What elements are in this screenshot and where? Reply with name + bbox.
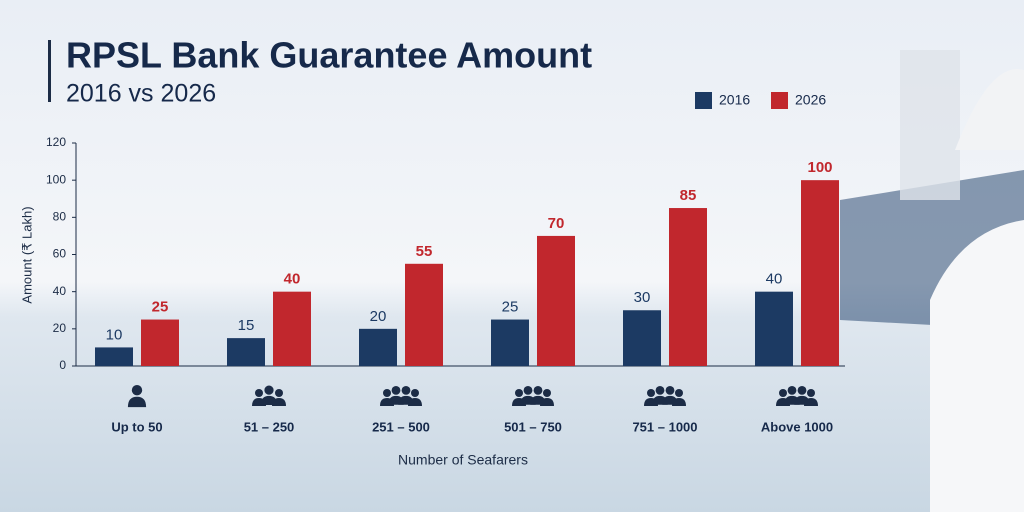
value-label: 20 <box>370 308 387 325</box>
person-icon-head <box>383 389 391 397</box>
person-icon-head <box>665 386 675 395</box>
person-icon-head <box>807 389 815 397</box>
person-icon-head <box>543 389 551 397</box>
officer <box>930 220 1024 512</box>
person-icon-head <box>275 389 283 397</box>
value-label: 25 <box>502 299 519 316</box>
value-label: 40 <box>766 271 783 288</box>
person-icon-head <box>787 386 797 395</box>
person-icon-head <box>533 386 543 395</box>
person-icon-head <box>255 389 263 397</box>
person-icon-body <box>408 398 422 406</box>
y-tick-label: 120 <box>46 135 66 149</box>
legend-swatch <box>771 92 788 109</box>
y-tick-label: 60 <box>53 247 67 261</box>
legend-label: 2016 <box>719 92 750 108</box>
bar <box>95 347 133 366</box>
person-icon-head <box>797 386 807 395</box>
value-label: 85 <box>680 187 697 204</box>
chart-subtitle: 2016 vs 2026 <box>66 80 216 108</box>
bar <box>359 328 397 366</box>
title-bar <box>48 40 51 102</box>
value-label: 100 <box>807 159 832 176</box>
x-tick-label: 51 – 250 <box>244 419 295 434</box>
y-axis-label: Amount (₹ Lakh) <box>19 206 34 303</box>
legend-swatch <box>695 92 712 109</box>
x-tick-label: 251 – 500 <box>372 419 430 434</box>
value-label: 15 <box>238 317 255 334</box>
person-icon-head <box>391 386 401 395</box>
bar <box>801 180 839 366</box>
y-tick-label: 40 <box>53 284 67 298</box>
legend-label: 2026 <box>795 92 826 108</box>
person-icon-head <box>655 386 665 395</box>
person-icon-head <box>647 389 655 397</box>
person-icon-head <box>264 385 274 395</box>
bar <box>273 291 311 366</box>
person-icon-head <box>675 389 683 397</box>
person-icon-body <box>804 398 818 406</box>
bar <box>141 319 179 366</box>
person-icon-body <box>672 398 686 406</box>
person-icon-head <box>131 385 143 396</box>
person-icon-head <box>411 389 419 397</box>
x-tick-label: Above 1000 <box>761 419 833 434</box>
person-icon-body <box>540 398 554 406</box>
x-tick-label: 501 – 750 <box>504 419 562 434</box>
value-label: 10 <box>106 326 123 343</box>
person-icon-head <box>401 386 411 395</box>
bar <box>227 338 265 366</box>
value-label: 70 <box>548 215 565 232</box>
bar <box>491 319 529 366</box>
y-tick-label: 20 <box>53 321 67 335</box>
bar <box>537 235 575 366</box>
person-icon-head <box>779 389 787 397</box>
y-tick-label: 0 <box>59 358 66 372</box>
officer-cap <box>955 69 1024 150</box>
x-axis-label: Number of Seafarers <box>398 452 528 468</box>
bar <box>623 310 661 366</box>
person-icon-head <box>523 386 533 395</box>
y-tick-label: 100 <box>46 172 66 186</box>
ship-tower <box>900 50 960 200</box>
x-tick-label: Up to 50 <box>111 419 162 434</box>
value-label: 30 <box>634 289 651 306</box>
value-label: 25 <box>152 299 169 316</box>
person-icon-body <box>127 396 147 408</box>
bar <box>669 208 707 366</box>
y-tick-label: 80 <box>53 210 67 224</box>
chart-title: RPSL Bank Guarantee Amount <box>66 35 592 76</box>
value-label: 40 <box>284 271 301 288</box>
value-label: 55 <box>416 243 433 260</box>
person-icon-head <box>515 389 523 397</box>
person-icon-body <box>260 395 278 406</box>
bar <box>755 291 793 366</box>
bar <box>405 263 443 366</box>
x-tick-label: 751 – 1000 <box>632 419 697 434</box>
